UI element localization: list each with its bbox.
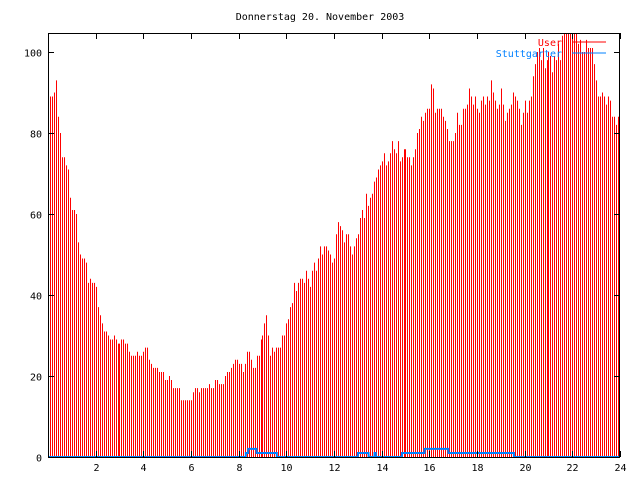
- x-tick-label: 16: [423, 463, 435, 474]
- x-tick-label: 10: [280, 463, 292, 474]
- y-tick-label: 100: [24, 49, 42, 60]
- legend-label-stuttgarter: Stuttgarter: [496, 49, 562, 60]
- chart-title: Donnerstag 20. November 2003: [236, 12, 405, 23]
- x-tick-label: 2: [93, 463, 99, 474]
- x-tick-label: 4: [140, 463, 146, 474]
- y-tick-label: 80: [30, 130, 42, 141]
- x-tick-label: 24: [614, 463, 626, 474]
- legend: User Stuttgarter: [496, 38, 606, 60]
- x-tick-label: 18: [471, 463, 483, 474]
- y-tick-label: 0: [36, 454, 42, 465]
- x-tick-label: 8: [236, 463, 242, 474]
- legend-label-user: User: [538, 38, 562, 49]
- x-tick-label: 20: [519, 463, 531, 474]
- y-tick-label: 20: [30, 373, 42, 384]
- x-tick-label: 6: [188, 463, 194, 474]
- x-tick-label: 22: [566, 463, 578, 474]
- x-tick-label: 12: [328, 463, 340, 474]
- user-bars: [48, 33, 619, 457]
- y-tick-label: 40: [30, 292, 42, 303]
- x-tick-label: 14: [376, 463, 388, 474]
- y-tick-label: 60: [30, 211, 42, 222]
